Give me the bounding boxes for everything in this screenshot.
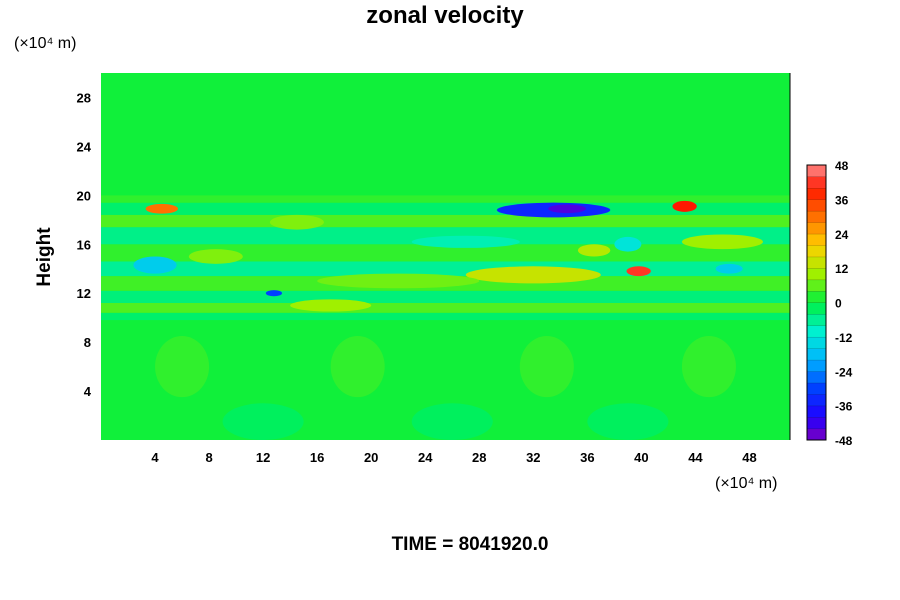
colorbar-cell — [806, 302, 827, 315]
colorbar-cell — [806, 313, 827, 326]
heatmap-feature-11 — [715, 263, 743, 274]
heatmap-band-5 — [101, 261, 790, 277]
colorbar-cell — [806, 245, 827, 258]
y-tick-label: 8 — [84, 335, 91, 350]
heatmap-feature-5 — [265, 290, 283, 297]
colorbar-tick-label: 24 — [835, 228, 849, 242]
y-tick-label: 28 — [77, 90, 91, 105]
y-axis-ticks: 4 8 12 16 20 24 28 — [77, 90, 92, 399]
colorbar-cell — [806, 393, 827, 407]
colorbar-tick-label: -12 — [835, 331, 853, 345]
x-tick-label: 16 — [310, 450, 324, 465]
y-tick-label: 12 — [77, 286, 91, 301]
heatmap-band-10 — [101, 195, 790, 203]
colorbar-cell — [806, 290, 827, 303]
colorbar-tick-label: 36 — [835, 193, 849, 207]
y-axis-label: Height — [34, 227, 55, 287]
heatmap-feature-16 — [411, 235, 520, 248]
x-tick-label: 40 — [634, 450, 648, 465]
y-tick-label: 4 — [84, 384, 92, 399]
x-axis-unit: (×10⁴ m) — [715, 475, 777, 492]
x-tick-label: 24 — [418, 450, 433, 465]
y-tick-label: 16 — [77, 237, 91, 252]
colorbar-tick-label: -48 — [835, 434, 853, 448]
y-tick-label: 24 — [77, 139, 92, 154]
colorbar-tick-label: 48 — [835, 159, 849, 173]
colorbar-cell — [806, 164, 827, 177]
colorbar-cell — [806, 325, 827, 338]
colorbar-cell — [806, 256, 827, 269]
heatmap-plot-area — [101, 73, 790, 440]
colorbar-cell — [806, 222, 827, 235]
heatmap-feature-17 — [155, 336, 210, 398]
colorbar-cell — [806, 371, 827, 384]
chart-title: zonal velocity — [366, 2, 524, 29]
colorbar-tick-label: 12 — [835, 262, 849, 276]
x-tick-label: 32 — [526, 450, 540, 465]
colorbar-tick-label: 0 — [835, 297, 842, 311]
colorbar-cell — [806, 267, 827, 281]
colorbar-cell — [806, 210, 827, 223]
colorbar-cell — [806, 233, 827, 246]
colorbar-cell — [806, 348, 827, 361]
colorbar-ticks: 48 36 24 12 0 -12 -24 -36 -48 — [835, 159, 853, 448]
heatmap-feature-9 — [290, 299, 372, 312]
x-tick-label: 44 — [688, 450, 703, 465]
time-footer: TIME = 8041920.0 — [392, 534, 549, 555]
heatmap-feature-15 — [188, 249, 243, 264]
x-tick-label: 36 — [580, 450, 594, 465]
heatmap-feature-8 — [317, 273, 480, 289]
heatmap-feature-1 — [672, 200, 697, 212]
heatmap-feature-23 — [587, 403, 669, 440]
x-tick-label: 28 — [472, 450, 486, 465]
x-tick-label: 4 — [151, 450, 159, 465]
heatmap-band-2 — [101, 302, 790, 313]
colorbar-cell — [806, 405, 827, 418]
colorbar-frame — [806, 164, 827, 441]
heatmap-band-11 — [101, 73, 790, 196]
heatmap-band-1 — [101, 312, 790, 321]
colorbar-cell — [806, 336, 827, 349]
heatmap-feature-2 — [626, 266, 651, 277]
x-tick-label: 20 — [364, 450, 378, 465]
heatmap-feature-0 — [145, 203, 179, 214]
heatmap-feature-22 — [411, 403, 493, 440]
x-tick-label: 12 — [256, 450, 270, 465]
colorbar-cell — [806, 176, 827, 189]
y-axis-unit: (×10⁴ m) — [14, 35, 76, 52]
heatmap-feature-14 — [269, 214, 324, 230]
colorbar-cell — [806, 416, 827, 430]
colorbar-cell — [806, 199, 827, 212]
heatmap-feature-20 — [681, 336, 736, 398]
heatmap-feature-6 — [133, 256, 177, 274]
colorbar: 48 36 24 12 0 -12 -24 -36 -48 — [806, 159, 853, 448]
heatmap-band-3 — [101, 290, 790, 303]
colorbar-cell — [806, 382, 827, 395]
heatmap-feature-10 — [681, 234, 763, 250]
colorbar-cells — [806, 164, 827, 441]
heatmap-band-8 — [101, 214, 790, 228]
heatmap-feature-7 — [465, 266, 601, 284]
heatmap-feature-21 — [222, 403, 304, 440]
heatmap-features — [133, 200, 763, 440]
colorbar-tick-label: -24 — [835, 365, 853, 379]
heatmap-feature-18 — [330, 336, 385, 398]
x-tick-label: 48 — [742, 450, 756, 465]
heatmap-feature-13 — [614, 236, 642, 252]
colorbar-cell — [806, 279, 827, 292]
colorbar-cell — [806, 187, 827, 200]
heatmap-feature-12 — [577, 244, 611, 257]
colorbar-cell — [806, 359, 827, 372]
heatmap-feature-4 — [548, 204, 587, 214]
x-tick-label: 8 — [205, 450, 212, 465]
colorbar-cell — [806, 428, 827, 441]
y-tick-label: 20 — [77, 188, 91, 203]
x-axis-ticks: 4 8 12 16 20 24 28 32 36 40 44 48 — [151, 450, 756, 465]
heatmap-band-9 — [101, 202, 790, 215]
colorbar-tick-label: -36 — [835, 400, 853, 414]
heatmap-feature-19 — [519, 336, 574, 398]
